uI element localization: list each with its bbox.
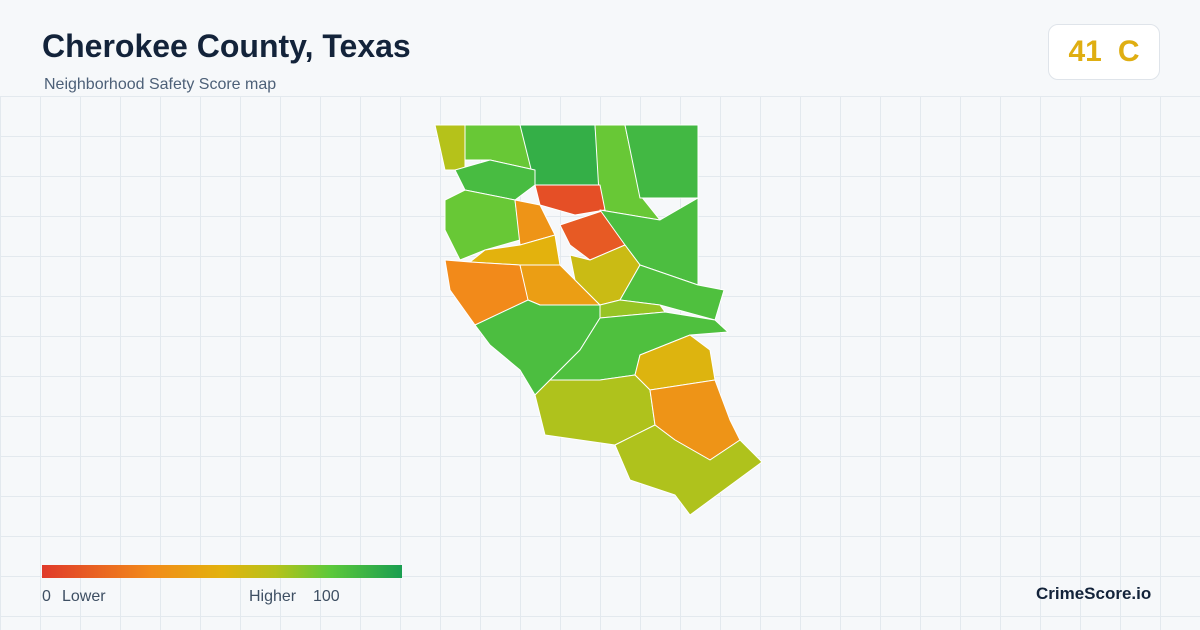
map-region [434,124,466,171]
legend-max: 100 [313,588,340,605]
legend-high: Higher [249,588,297,605]
score: 41 [1068,35,1102,68]
title: Cherokee County, Texas [42,28,411,64]
brand: CrimeScore.io [1036,584,1152,603]
score-badge: 41 C [1048,24,1160,80]
map-region [534,184,606,216]
map-region [444,189,521,261]
subtitle: Neighborhood Safety Score map [44,76,277,93]
legend-low: Lower [62,588,106,605]
legend-gradient [42,565,402,578]
header: Cherokee County, Texas Neighborhood Safe… [0,0,1200,96]
map-region [614,424,763,516]
legend-min: 0 [42,588,51,605]
grade: C [1117,35,1140,68]
